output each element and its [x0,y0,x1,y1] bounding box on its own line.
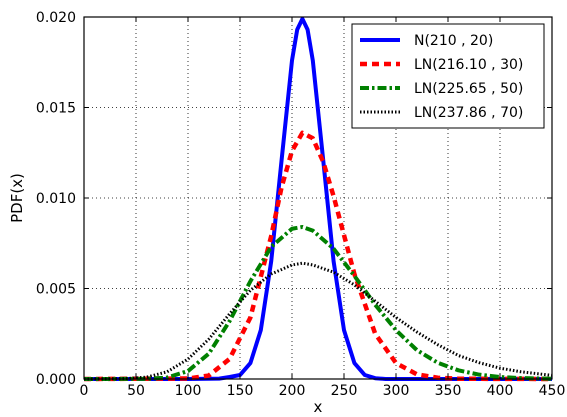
series-lines [83,16,553,382]
series-line-2 [83,130,553,382]
legend-label: LN(225.65 , 50) [414,81,523,97]
x-tick-label: 450 [539,383,566,399]
x-tick-label: 200 [279,383,306,399]
y-tick-label: 0.015 [36,101,76,117]
y-tick-label: 0.020 [36,10,76,26]
legend-label: N(210 , 20) [414,33,493,49]
axis-ticks: 0 50 100 150 200 250 300 350 400 450 0.000 0.005 0.0… [36,10,565,399]
series-line-1 [84,16,552,381]
x-tick-label: 50 [127,383,145,399]
x-tick-label: 350 [435,383,462,399]
x-axis-label: x [314,398,323,416]
x-tick-label: 150 [227,383,254,399]
x-tick-label: 300 [383,383,410,399]
legend-label: LN(216.10 , 30) [414,57,523,73]
x-tick-label: 250 [331,383,358,399]
y-tick-label: 0.000 [36,372,76,388]
legend: N(210 , 20) LN(216.10 , 30) LN(225.65 , 50… [351,23,545,129]
y-axis-label: PDF(x) [8,173,26,223]
x-tick-label: 100 [175,383,202,399]
y-tick-label: 0.010 [36,191,76,207]
legend-label: LN(237.86 , 70) [414,105,523,121]
series-line-3 [83,224,553,381]
y-tick-label: 0.005 [36,282,76,298]
x-tick-label: 0 [80,383,89,399]
x-tick-label: 400 [487,383,514,399]
